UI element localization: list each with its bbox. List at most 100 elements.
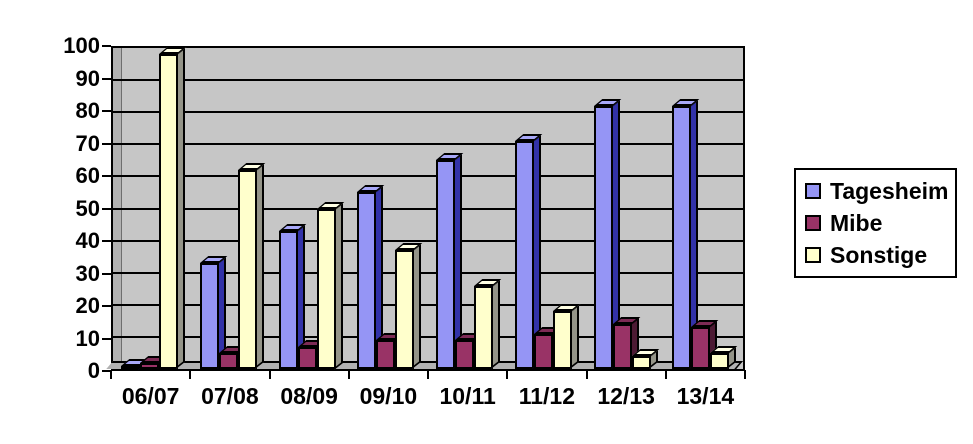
y-axis-label-100: 100: [63, 33, 100, 58]
bar-face-front: [552, 311, 572, 369]
y-axis-tick-100: [102, 45, 111, 47]
y-axis-tick-40: [102, 240, 111, 242]
gridline-80: [113, 111, 743, 114]
bar-face-front: [533, 333, 553, 369]
bar-sonstige-12-13: [631, 349, 659, 369]
y-axis-label-30: 30: [75, 260, 100, 286]
plot-area: [106, 46, 745, 371]
bar-mibe-07-08: [218, 345, 247, 369]
bar-tagesheim-06-07: [121, 358, 149, 370]
bar-sonstige-08-09: [316, 201, 344, 369]
x-axis-tick-5: [506, 370, 509, 379]
y-axis-label-50: 50: [75, 195, 100, 221]
y-axis-label-80: 80: [75, 98, 100, 123]
y-axis-tick-90: [102, 77, 111, 80]
x-axis-label-12-13: 12/13: [597, 383, 655, 409]
bar-face-side: [333, 201, 343, 369]
bar-face-front: [218, 352, 238, 369]
legend-item-sonstige: Sonstige: [805, 241, 951, 268]
bar-face-front: [631, 356, 651, 369]
y-axis-tick-50: [102, 207, 111, 210]
y-axis-tick-20: [102, 305, 111, 307]
y-axis-label-60: 60: [75, 163, 100, 188]
bar-face-front: [612, 324, 632, 369]
y-axis-label-0: 0: [87, 358, 100, 383]
bar-face-front: [593, 105, 613, 369]
bar-face-front: [316, 208, 336, 369]
gridline-90: [113, 79, 743, 82]
legend-swatch-sonstige: [805, 247, 821, 263]
bar-face-side: [491, 278, 500, 369]
bar-face-side: [254, 162, 264, 369]
bar-tagesheim-09-10: [357, 185, 385, 369]
y-axis-tick-0: [102, 370, 111, 372]
legend-swatch-tagesheim: [805, 183, 821, 199]
x-axis-tick-0: [110, 370, 112, 379]
y-axis-label-90: 90: [75, 65, 100, 91]
x-axis-ticks: [110, 370, 746, 379]
bar-sonstige-07-08: [237, 162, 266, 369]
gridline-30: [113, 271, 743, 274]
x-axis-tick-6: [585, 370, 588, 379]
y-axis-label-20: 20: [75, 293, 100, 318]
gridlines: [113, 48, 743, 369]
x-axis-tick-3: [347, 370, 350, 379]
bar-face-front: [278, 230, 298, 369]
y-axis-label-40: 40: [75, 228, 100, 253]
gridline-40: [113, 239, 743, 242]
bar-sonstige-11-12: [552, 304, 581, 369]
gridline-60: [113, 175, 743, 178]
bar-face-front: [199, 263, 219, 369]
y-axis-tick-10: [102, 337, 111, 340]
bar-mibe-12-13: [612, 317, 640, 369]
y-axis-tick-60: [102, 175, 111, 177]
bar-face-front: [237, 169, 257, 369]
bar-tagesheim-08-09: [278, 223, 306, 369]
bar-mibe-09-10: [376, 333, 404, 369]
bar-face-front: [514, 141, 534, 369]
bar-face-side: [412, 243, 422, 369]
bar-mibe-08-09: [297, 339, 325, 369]
bar-mibe-10-11: [455, 333, 483, 369]
x-axis-tick-4: [427, 370, 429, 379]
gridline-70: [113, 143, 743, 146]
y-axis-tick-70: [102, 142, 111, 145]
x-axis-label-06-07: 06/07: [121, 383, 180, 409]
y-axis-label-70: 70: [75, 130, 100, 156]
bars: [113, 47, 743, 370]
legend-label-tagesheim: Tagesheim: [830, 177, 949, 204]
legend-label-mibe: Mibe: [830, 209, 883, 236]
bar-sonstige-06-07: [159, 47, 187, 369]
x-axis-labels: 06/07 07/08 08/09 09/10 10/11 11/12 12/13 13/14: [111, 383, 745, 414]
x-axis-tick-7: [664, 370, 667, 379]
x-axis-label-07-08: 07/08: [201, 383, 259, 409]
gridline-20: [113, 303, 743, 306]
gridline-50: [113, 207, 743, 210]
bar-sonstige-09-10: [395, 243, 423, 369]
legend-item-tagesheim: Tagesheim: [805, 177, 951, 204]
bar-face-front: [297, 346, 317, 369]
bar-face-side: [176, 47, 185, 369]
x-axis-label-11-12: 11/12: [518, 383, 576, 409]
bar-mibe-13-14: [691, 320, 719, 369]
y-axis-label-10: 10: [75, 325, 100, 351]
x-axis-label-13-14: 13/14: [676, 383, 735, 409]
bar-face-side: [569, 304, 579, 369]
bar-mibe-06-07: [140, 355, 168, 369]
x-axis-label-08-09: 08/09: [280, 383, 338, 409]
legend-item-mibe: Mibe: [805, 209, 951, 236]
x-axis-label-10-11: 10/11: [439, 383, 496, 409]
bar-tagesheim-11-12: [514, 134, 543, 369]
legend: Tagesheim Mibe Sonstige: [794, 168, 957, 278]
y-axis-tick-80: [102, 110, 111, 112]
x-axis-tick-2: [268, 370, 271, 379]
bar-tagesheim-13-14: [672, 98, 700, 369]
x-axis-tick-1: [189, 370, 192, 379]
bar-mibe-11-12: [533, 326, 562, 369]
bar-tagesheim-07-08: [199, 256, 228, 369]
legend-swatch-mibe: [805, 215, 821, 231]
gridline-10: [113, 335, 743, 338]
legend-label-sonstige: Sonstige: [830, 241, 928, 268]
y-axis-tick-30: [102, 272, 111, 275]
